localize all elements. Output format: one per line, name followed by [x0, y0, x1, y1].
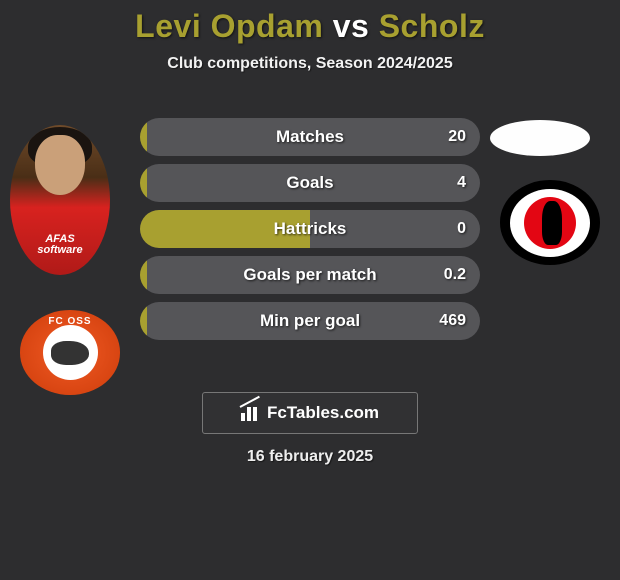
stat-value-right: 4 [457, 174, 466, 192]
chart-icon [241, 405, 261, 421]
stat-label: Hattricks [274, 219, 347, 239]
player2-name: Scholz [379, 8, 485, 44]
stat-fill-left [140, 302, 147, 340]
stat-value-right: 469 [439, 312, 466, 330]
stat-bar: Matches 20 [140, 118, 480, 156]
watermark: FcTables.com [202, 392, 418, 434]
vs-text: vs [333, 8, 370, 44]
stat-value-right: 20 [448, 128, 466, 146]
stat-fill-left [140, 256, 147, 294]
subtitle: Club competitions, Season 2024/2025 [0, 55, 620, 73]
stat-bar: Goals per match 0.2 [140, 256, 480, 294]
stats-column: Matches 20 Goals 4 Hattricks 0 Goals per match… [140, 118, 480, 348]
stat-label: Min per goal [260, 311, 360, 331]
stat-bar: Min per goal 469 [140, 302, 480, 340]
stat-value-right: 0.2 [444, 266, 466, 284]
player2-photo [490, 120, 590, 156]
player1-name: Levi Opdam [135, 8, 323, 44]
stat-fill-left [140, 118, 147, 156]
stat-value-right: 0 [457, 220, 466, 238]
date-text: 16 february 2025 [0, 448, 620, 466]
team1-logo: FC OSS [20, 310, 120, 395]
player1-photo [10, 125, 110, 275]
watermark-text: FcTables.com [267, 403, 379, 423]
comparison-title: Levi Opdam vs Scholz [0, 0, 620, 45]
stat-bar: Hattricks 0 [140, 210, 480, 248]
stat-label: Goals [286, 173, 333, 193]
stat-label: Goals per match [243, 265, 376, 285]
team2-logo [500, 180, 600, 265]
stat-label: Matches [276, 127, 344, 147]
stat-bar: Goals 4 [140, 164, 480, 202]
stat-fill-left [140, 164, 147, 202]
